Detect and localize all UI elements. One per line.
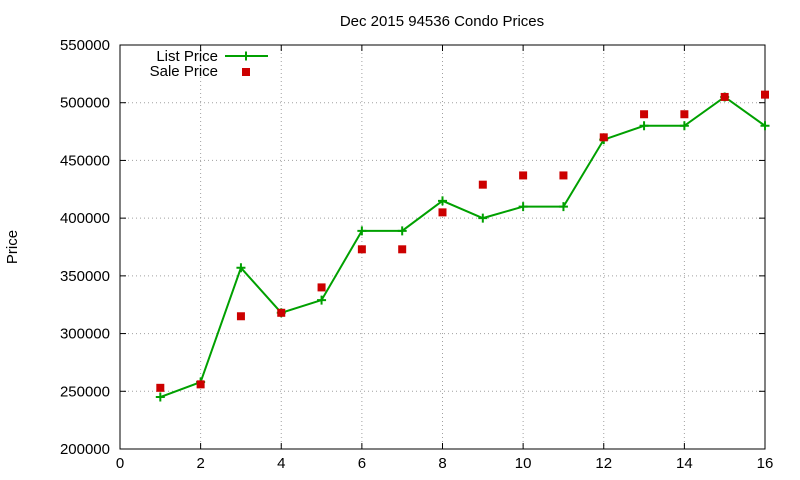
x-tick-label: 16 [757,455,774,472]
x-tick-label: 6 [358,455,366,472]
x-tick-label: 4 [277,455,285,472]
data-point-sale-price [519,171,528,180]
data-point-sale-price [317,283,326,292]
legend-marker-list-price [241,51,251,61]
data-point-sale-price [438,208,447,217]
data-point-list-price [438,196,447,206]
data-point-sale-price [156,383,165,392]
y-tick-label: 500000 [60,95,110,112]
x-tick-label: 12 [595,455,612,472]
chart-title: Dec 2015 94536 Condo Prices [340,13,544,30]
data-point-list-price [317,295,327,305]
data-point-sale-price [236,312,245,321]
data-point-sale-price [720,92,729,101]
y-tick-label: 450000 [60,152,110,169]
y-tick-label: 200000 [60,441,110,458]
data-point-sale-price [599,133,608,142]
y-axis-label: Price [4,230,21,264]
data-point-list-price [357,226,367,236]
data-point-list-price [478,213,488,223]
data-point-list-price [236,263,246,273]
data-point-list-price [639,121,649,131]
x-tick-label: 8 [438,455,446,472]
data-point-sale-price [277,308,286,317]
data-point-list-price [760,121,770,131]
legend-label-sale-price: Sale Price [150,63,218,80]
y-tick-label: 350000 [60,268,110,285]
x-tick-label: 2 [196,455,204,472]
y-tick-label: 300000 [60,326,110,343]
x-tick-label: 0 [116,455,124,472]
data-point-list-price [155,392,165,402]
series-line-list-price [159,95,766,398]
data-point-sale-price [357,245,366,254]
y-tick-label: 400000 [60,210,110,227]
data-point-sale-price [559,171,568,180]
y-tick-label: 250000 [60,383,110,400]
data-point-sale-price [640,110,649,119]
y-tick-label: 550000 [60,37,110,54]
data-point-list-price [397,226,407,236]
data-point-list-price [558,202,568,212]
data-point-sale-price [196,380,205,389]
series [155,90,770,402]
data-point-sale-price [478,180,487,189]
data-point-list-price [518,202,528,212]
x-tick-label: 10 [515,455,532,472]
legend: List Price Sale Price [150,48,268,80]
data-point-sale-price [398,245,407,254]
data-point-sale-price [761,90,769,99]
x-tick-label: 14 [676,455,693,472]
legend-marker-sale-price [242,68,250,76]
data-point-list-price [679,121,689,131]
legend-label-list-price: List Price [156,48,218,65]
axis-ticks: 0 2 4 6 8 10 12 14 16 200000 250000 300000 350000 400… [60,37,773,472]
data-point-sale-price [680,110,689,119]
